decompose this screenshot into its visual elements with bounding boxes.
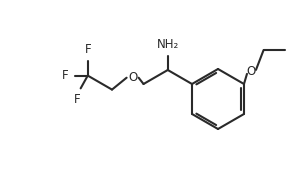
Text: NH₂: NH₂ bbox=[157, 38, 179, 51]
Text: F: F bbox=[84, 43, 91, 56]
Text: F: F bbox=[62, 69, 69, 82]
Text: F: F bbox=[74, 93, 81, 106]
Text: O: O bbox=[128, 71, 137, 84]
Text: O: O bbox=[246, 65, 256, 78]
